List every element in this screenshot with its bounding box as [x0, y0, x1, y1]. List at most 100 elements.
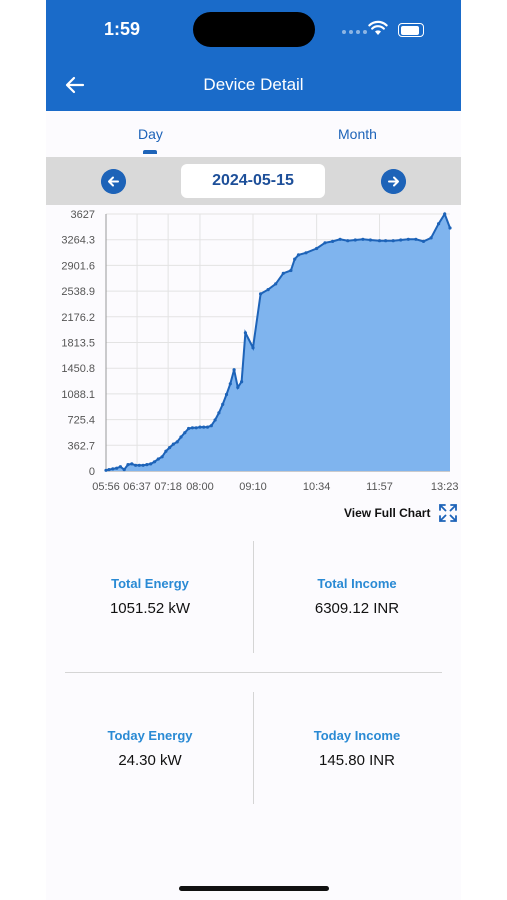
- data-point: [304, 251, 308, 255]
- previous-date-button[interactable]: [101, 169, 126, 194]
- energy-area-chart: 0 362.7 725.4 1088.1 1450.8 1813.5 2176.2 2538.…: [61, 209, 459, 493]
- data-point: [406, 237, 410, 241]
- page-title: Device Detail: [203, 75, 304, 94]
- data-point: [384, 239, 388, 243]
- selected-date[interactable]: 2024-05-15: [181, 164, 325, 198]
- data-point: [107, 468, 111, 472]
- data-point: [183, 431, 187, 435]
- data-point: [236, 385, 240, 389]
- data-point: [111, 467, 115, 471]
- cellular-signal-icon: [342, 30, 367, 34]
- home-indicator: [179, 886, 329, 891]
- data-point: [156, 457, 160, 461]
- x-tick-label: 09:10: [239, 481, 267, 493]
- data-point: [448, 226, 452, 230]
- x-tick-label: 07:18: [154, 481, 182, 493]
- data-point: [205, 425, 210, 429]
- data-point: [213, 418, 217, 422]
- x-tick-label: 05:56: [92, 481, 120, 493]
- data-point: [296, 253, 301, 257]
- data-point: [251, 346, 255, 350]
- view-full-chart-button[interactable]: View Full Chart: [344, 503, 458, 523]
- data-point: [221, 402, 225, 406]
- y-tick-label: 3627: [71, 209, 95, 221]
- data-point: [437, 222, 441, 226]
- expand-icon: [439, 504, 458, 522]
- total-income-label: Total Income: [317, 576, 397, 591]
- data-point: [137, 463, 141, 467]
- next-date-button[interactable]: [381, 169, 406, 194]
- data-point: [293, 257, 297, 261]
- stats-divider-vertical: [253, 692, 254, 804]
- data-point: [198, 425, 202, 429]
- tab-month[interactable]: Month: [338, 126, 377, 142]
- data-point: [414, 237, 418, 241]
- data-point: [228, 382, 232, 386]
- today-energy-value: 24.30 kW: [118, 752, 182, 769]
- x-tick-label: 08:00: [186, 481, 214, 493]
- back-arrow-icon[interactable]: [62, 72, 88, 98]
- data-point: [338, 237, 342, 241]
- data-point: [104, 468, 108, 472]
- data-point: [377, 239, 382, 243]
- data-point: [274, 282, 278, 286]
- data-point: [171, 442, 175, 446]
- data-point: [130, 462, 134, 466]
- data-point: [266, 288, 270, 292]
- data-point: [361, 237, 365, 241]
- today-income-value: 145.80 INR: [319, 752, 395, 769]
- date-selector: 2024-05-15: [46, 157, 461, 205]
- y-tick-label: 2538.9: [61, 286, 95, 298]
- data-point: [399, 238, 403, 242]
- y-tick-label: 1088.1: [61, 389, 95, 401]
- x-tick-label: 13:23: [431, 481, 459, 493]
- data-point: [346, 239, 350, 243]
- data-point: [179, 435, 183, 439]
- data-point: [391, 239, 395, 243]
- tab-day[interactable]: Day: [138, 126, 163, 142]
- data-point: [126, 463, 130, 467]
- y-tick-label: 725.4: [67, 415, 95, 427]
- data-point: [232, 368, 236, 372]
- x-tick-label: 06:37: [123, 481, 151, 493]
- wifi-icon: [368, 20, 388, 35]
- stats-divider-vertical: [253, 541, 254, 653]
- data-point: [160, 455, 164, 459]
- data-point: [175, 440, 179, 444]
- data-point: [243, 331, 247, 335]
- view-full-chart-label: View Full Chart: [344, 506, 431, 520]
- data-point: [202, 425, 206, 429]
- data-point: [134, 463, 138, 467]
- data-point: [149, 462, 153, 466]
- data-point: [122, 468, 126, 472]
- data-point: [152, 460, 157, 464]
- data-point: [187, 426, 191, 431]
- today-energy-label: Today Energy: [107, 728, 193, 743]
- data-point: [224, 392, 229, 397]
- y-tick-label: 2176.2: [61, 312, 95, 324]
- data-point: [368, 238, 372, 242]
- y-tick-label: 1450.8: [61, 363, 95, 375]
- data-point: [168, 446, 172, 450]
- data-point: [353, 238, 357, 242]
- data-point: [115, 466, 119, 470]
- data-point: [323, 241, 327, 245]
- y-tick-label: 0: [89, 466, 95, 478]
- data-point: [145, 463, 149, 467]
- data-point: [240, 380, 244, 384]
- total-energy-label: Total Energy: [111, 576, 189, 591]
- battery-icon: [398, 23, 424, 37]
- data-point: [429, 236, 433, 240]
- data-point: [190, 426, 194, 430]
- y-tick-label: 362.7: [67, 440, 95, 452]
- dynamic-island: [193, 12, 315, 47]
- y-tick-label: 3264.3: [61, 235, 95, 247]
- app-screen: 1:59 Device Detail Day Month 2024-05-15 …: [46, 0, 461, 900]
- x-tick-label: 10:34: [303, 481, 331, 493]
- data-point: [259, 292, 263, 296]
- today-income-label: Today Income: [313, 728, 401, 743]
- data-point: [194, 426, 198, 430]
- active-tab-indicator: [143, 150, 157, 154]
- period-tabs: Day Month: [46, 112, 461, 156]
- x-tick-label: 11:57: [366, 481, 393, 493]
